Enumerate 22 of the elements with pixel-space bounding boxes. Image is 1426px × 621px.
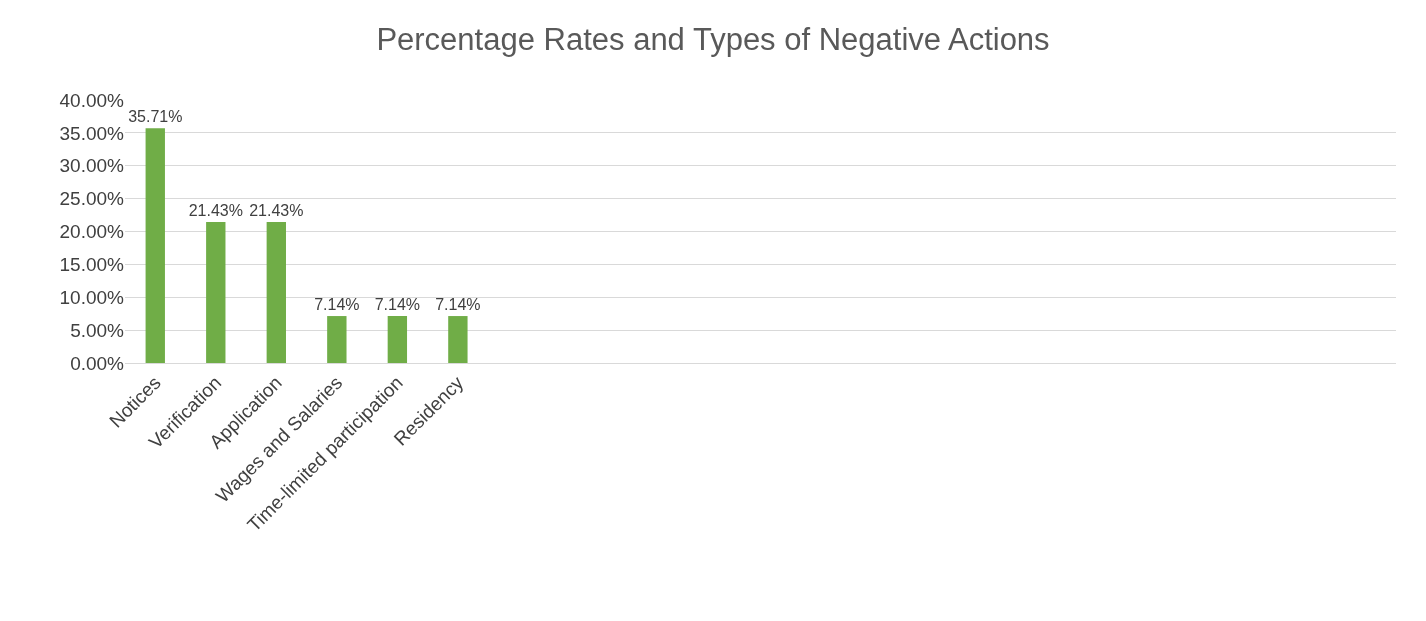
y-tick-label: 5.00%	[70, 319, 125, 341]
bar	[448, 316, 468, 363]
data-label: 21.43%	[249, 202, 304, 220]
data-label: 7.14%	[314, 296, 360, 314]
bar	[266, 222, 286, 363]
data-label: 7.14%	[374, 296, 421, 314]
bar	[327, 316, 347, 363]
bar	[206, 222, 226, 363]
y-tick-label: 20.00%	[59, 221, 125, 243]
y-tick-label: 40.00%	[59, 89, 125, 111]
chart-title: Percentage Rates and Types of Negative Actions	[376, 21, 1050, 57]
data-label: 35.71%	[128, 108, 183, 126]
y-tick-label: 10.00%	[59, 286, 125, 308]
data-label: 7.14%	[435, 296, 481, 314]
y-tick-label: 25.00%	[59, 188, 125, 210]
bar	[145, 128, 165, 363]
y-tick-label: 30.00%	[59, 155, 125, 177]
data-label: 21.43%	[188, 202, 243, 220]
y-tick-label: 15.00%	[59, 254, 125, 276]
y-tick-label: 35.00%	[59, 122, 125, 144]
bar	[387, 316, 408, 363]
y-tick-label: 0.00%	[70, 352, 125, 374]
